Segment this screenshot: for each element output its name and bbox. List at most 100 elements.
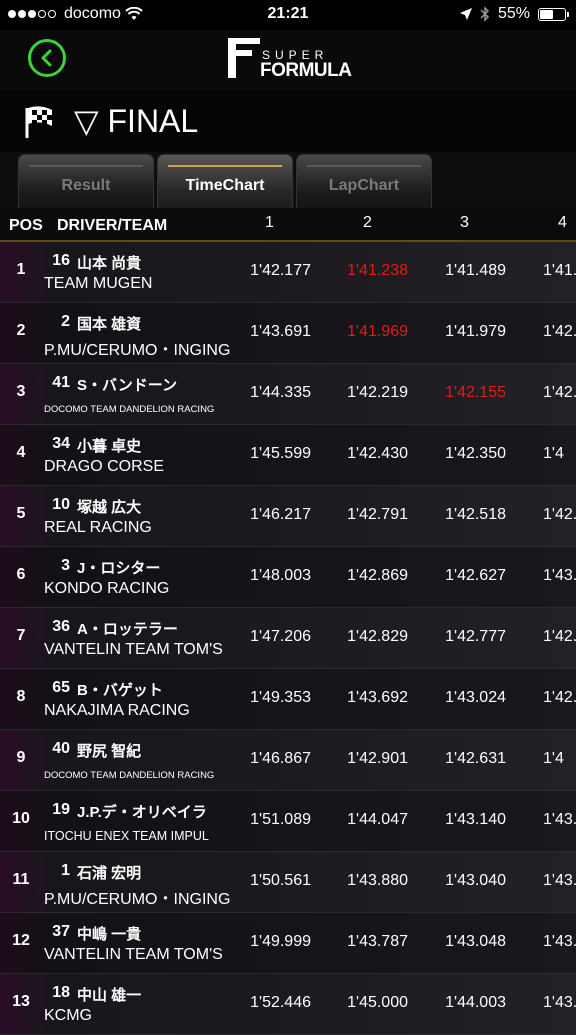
location-arrow-icon (459, 8, 472, 20)
table-row[interactable]: 2 2 国本 雄資 P.MU/CERUMO・INGING 1'43.691 1'41.96… (0, 303, 576, 364)
table-row[interactable]: 10 19 J.P.デ・オリベイラ ITOCHU ENEX TEAM IMPUL 1'5… (0, 791, 576, 852)
team-name: VANTELIN TEAM TOM'S (44, 946, 223, 963)
car-number: 37 (52, 923, 70, 940)
tab-bar: Result TimeChart LapChart (0, 152, 576, 208)
lap-time: 1'43. (543, 872, 576, 889)
lap-time: 1'49.353 (250, 689, 311, 706)
logo-super-text: SUPER (262, 48, 329, 62)
lap-time: 1'43.0 (543, 567, 576, 584)
lap-time: 1'52.446 (250, 994, 311, 1011)
table-row[interactable]: 7 36 A・ロッテラー VANTELIN TEAM TOM'S 1'47.206 1'4… (0, 608, 576, 669)
lap-time: 1'43.2 (543, 811, 576, 828)
status-right-group: 55% (459, 5, 569, 23)
car-number: 16 (52, 252, 70, 269)
carrier-name: docomo (64, 5, 121, 22)
lap-time: 1'43. (543, 994, 576, 1011)
driver-name: J.P.デ・オリベイラ (77, 804, 207, 821)
header-pos: POS (9, 217, 43, 234)
car-number: 34 (52, 435, 70, 452)
tab-timechart[interactable]: TimeChart (157, 154, 293, 208)
carrier-group: docomo (8, 5, 143, 23)
tab-result[interactable]: Result (18, 154, 154, 208)
team-name: P.MU/CERUMO・INGING (44, 891, 231, 908)
table-row[interactable]: 11 1 石浦 宏明 P.MU/CERUMO・INGING 1'50.561 1'43.8… (0, 852, 576, 913)
driver-name: J・ロシター (77, 560, 161, 577)
position: 13 (12, 993, 30, 1010)
position: 9 (16, 749, 26, 766)
header-lap: 3 (460, 214, 469, 231)
checkered-flag-icon (25, 106, 52, 138)
car-number: 41 (52, 374, 70, 391)
lap-time: 1'43.024 (445, 689, 506, 706)
lap-time: 1'42.627 (445, 567, 506, 584)
lap-time: 1'45.599 (250, 445, 311, 462)
app-header: SUPER FORMULA (0, 30, 576, 90)
driver-name: 小暮 卓史 (77, 438, 142, 455)
lap-time: 1'43.692 (347, 689, 408, 706)
lap-time: 1'42.829 (347, 628, 408, 645)
car-number: 65 (52, 679, 70, 696)
lap-time: 1'43.691 (250, 323, 311, 340)
lap-time: 1'42. (543, 506, 576, 523)
battery-fill (540, 9, 553, 19)
tab-lapchart[interactable]: LapChart (296, 154, 432, 208)
lap-time: 1'46.867 (250, 750, 311, 767)
header-lap: 1 (265, 214, 274, 231)
header-driver-team: DRIVER/TEAM (57, 217, 168, 234)
header-lap: 4 (558, 214, 567, 231)
lap-time: 1'42.869 (347, 567, 408, 584)
table-row[interactable]: 4 34 小暮 卓史 DRAGO CORSE 1'45.599 1'42.430 1'42.… (0, 425, 576, 486)
lap-time: 1'41.238 (347, 262, 408, 279)
table-row[interactable]: 1 16 山本 尚貴 TEAM MUGEN 1'42.177 1'41.238 1'41.4… (0, 242, 576, 303)
team-name: DOCOMO TEAM DANDELION RACING (44, 404, 215, 415)
position: 1 (16, 261, 26, 278)
position: 8 (16, 688, 26, 705)
logo-formula-text: FORMULA (260, 60, 352, 81)
lap-time: 1'44.003 (445, 994, 506, 1011)
lap-time: 1'42.518 (445, 506, 506, 523)
signal-strength-icon (8, 10, 56, 18)
car-number: 2 (61, 313, 70, 330)
car-number: 40 (52, 740, 70, 757)
lap-time: 1'44.335 (250, 384, 311, 401)
table-row[interactable]: 12 37 中嶋 一貴 VANTELIN TEAM TOM'S 1'49.999 1'43… (0, 913, 576, 974)
column-header: POS DRIVER/TEAM 1 2 3 4 (0, 208, 576, 242)
table-row[interactable]: 3 41 S・バンドーン DOCOMO TEAM DANDELION RACING 1'… (0, 364, 576, 425)
timechart-table: 1 16 山本 尚貴 TEAM MUGEN 1'42.177 1'41.238 1'41.4… (0, 242, 576, 1035)
lap-time: 1'43.787 (347, 933, 408, 950)
team-name: VANTELIN TEAM TOM'S (44, 641, 223, 658)
lap-time: 1'43. (543, 933, 576, 950)
tab-label: LapChart (328, 177, 400, 194)
car-number: 1 (61, 862, 70, 879)
position: 6 (16, 566, 26, 583)
table-row[interactable]: 5 10 塚越 広大 REAL RACING 1'46.217 1'42.791 1'42.… (0, 486, 576, 547)
driver-name: 中山 雄一 (77, 987, 142, 1004)
table-row[interactable]: 8 65 B・バゲット NAKAJIMA RACING 1'49.353 1'43.692… (0, 669, 576, 730)
table-row[interactable]: 6 3 J・ロシター KONDO RACING 1'48.003 1'42.869 1'42… (0, 547, 576, 608)
lap-time: 1'47.206 (250, 628, 311, 645)
position: 10 (12, 810, 30, 827)
clock: 21:21 (267, 5, 309, 22)
driver-name: A・ロッテラー (77, 621, 178, 638)
lap-time: 1'42.631 (445, 750, 506, 767)
lap-time: 1'42. (543, 384, 576, 401)
tab-label: TimeChart (185, 177, 265, 194)
team-name: KCMG (44, 1007, 92, 1024)
battery-percent: 55% (497, 5, 530, 22)
driver-name: 中嶋 一貴 (77, 926, 142, 943)
team-name: NAKAJIMA RACING (44, 702, 190, 719)
back-button[interactable] (28, 39, 66, 77)
team-name: KONDO RACING (44, 580, 170, 597)
table-row[interactable]: 13 18 中山 雄一 KCMG 1'52.446 1'45.000 1'44.003 1'4… (0, 974, 576, 1035)
header-lap: 2 (363, 214, 372, 231)
driver-name: S・バンドーン (77, 377, 178, 394)
lap-time: 1'41.979 (445, 323, 506, 340)
lap-time: 1'4 (543, 445, 564, 462)
team-name: REAL RACING (44, 519, 152, 536)
lap-time: 1'41. (543, 262, 576, 279)
tab-label: Result (61, 177, 111, 194)
table-row[interactable]: 9 40 野尻 智紀 DOCOMO TEAM DANDELION RACING 1'46… (0, 730, 576, 791)
session-title[interactable]: ▽ FINAL (74, 103, 199, 139)
super-formula-logo: SUPER FORMULA (228, 38, 352, 82)
lap-time: 1'41.969 (347, 323, 408, 340)
